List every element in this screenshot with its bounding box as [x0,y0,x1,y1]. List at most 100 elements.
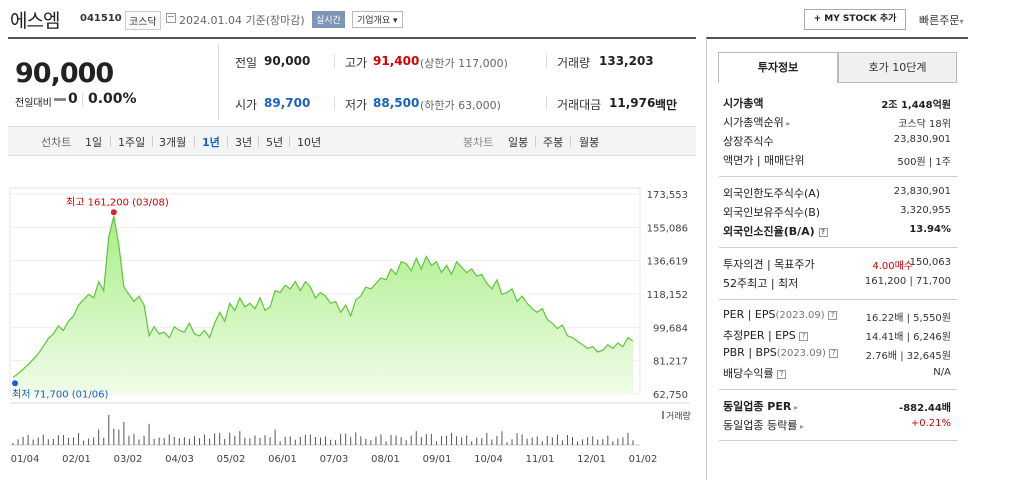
volume-bar [279,441,281,445]
period-5y[interactable]: 5년 [266,136,284,149]
volume-bar [289,436,291,445]
volume-bar [551,437,553,445]
x-tick-label: 01/04 [11,454,40,465]
volume-bar [536,436,538,445]
low-value: 88,500 [373,96,420,110]
investment-info-panel [706,37,968,480]
high-label: 고가 [345,56,368,70]
high-marker [110,209,117,216]
volume-bar [219,433,221,445]
period-1y[interactable]: 1년 [202,136,220,149]
volume-bar [178,438,180,445]
divider [82,93,83,107]
volume-bar [541,441,543,445]
y-tick-label: 118,152 [647,290,688,301]
volume-bar [561,440,563,445]
volume-bar [183,437,185,445]
volume-bar [108,415,110,445]
period-1w[interactable]: 1주일 [118,136,146,149]
volume-bar [531,437,533,445]
volume-bar [632,440,634,445]
pbr-value: 2.76배 | 32,645원 [865,351,951,362]
period-3m[interactable]: 3개월 [159,136,187,149]
volume-bar [143,435,145,445]
x-tick-label: 06/01 [268,454,297,465]
help-icon[interactable]: ? [777,369,787,379]
volume-bar [224,438,226,445]
y-tick-label: 155,086 [647,223,688,234]
period-3y[interactable]: 3년 [235,136,253,149]
help-icon[interactable]: ? [799,331,809,341]
volume-bar [209,438,211,445]
help-icon[interactable]: ? [829,348,839,358]
volume-bar [556,434,558,445]
volume-bar [350,437,352,445]
add-mystock-button[interactable]: + MY STOCK 추가 [804,9,906,30]
candle-monthly[interactable]: 월봉 [579,136,600,149]
period-10y[interactable]: 10년 [297,136,322,149]
corp-info-dropdown[interactable]: 기업개요 ▾ [352,11,403,28]
volume-bar [57,435,59,445]
candle-daily[interactable]: 일봉 [508,136,529,149]
x-tick-label: 07/03 [320,454,349,465]
volume-bar [204,434,206,445]
volume-bar [355,432,357,445]
low-label: 최저 71,700 (01/06) [12,388,108,400]
volume-bar [214,433,216,445]
industry-per-link[interactable]: 동일업종 PER ▸ [723,398,798,414]
volume-bar [511,439,513,445]
tab-investment-info[interactable]: 투자정보 [718,52,838,83]
divider [546,54,547,68]
volume-bar [501,431,503,445]
volume-bar [597,439,599,445]
help-icon[interactable]: ? [828,310,838,320]
opinion-value: 4.00매수 [872,261,913,272]
volume-bar [612,441,614,445]
opinion-label: 투자의견 | 목표주가 [723,258,815,271]
shares-value: 23,830,901 [893,134,951,145]
volume-bar [269,437,271,445]
par-label: 액면가 | 매매단위 [723,154,805,167]
realtime-badge[interactable]: 실시간 [312,11,345,28]
period-1d[interactable]: 1일 [85,136,103,149]
volume-bar [103,437,105,445]
div-label: 배당수익률 [723,367,774,380]
candle-weekly[interactable]: 주봉 [543,136,564,149]
industry-change-link[interactable]: 동일업종 등락률 ▸ [723,417,804,433]
divider [152,136,153,147]
volume-bar [526,438,528,445]
volume-value: 133,203 [599,54,654,68]
corp-info-label: 기업개요 [357,16,391,26]
market-cap-label: 시가총액 [723,97,764,110]
cap-rank-link[interactable]: 시가총액순위 ▸ [723,114,790,130]
line-chart-label[interactable]: 선차트 [41,136,72,149]
volume-label: 거래량 [557,56,591,70]
calendar-icon [166,13,176,23]
w52-value: 161,200 | 71,700 [864,276,951,287]
amount-label: 거래대금 [557,98,602,112]
volume-bar [314,437,316,445]
volume-bar [88,438,90,445]
prev-close-label: 전일 [235,56,258,70]
volume-bar [274,429,276,445]
volume-bar [340,434,342,445]
y-tick-label: 99,684 [653,323,688,334]
chevron-right-icon: ▸ [783,119,791,128]
foreign-ratio-value: 13.94% [909,224,951,235]
tab-orderbook[interactable]: 호가 10단계 [838,52,957,83]
price-chart[interactable]: 173,553 155,086 136,619 118,152 99,684 81,217… [0,160,700,480]
target-price: 150,063 [909,257,951,268]
divider [258,136,259,147]
volume-legend: 거래량 [666,410,691,422]
volume-bar [415,431,417,445]
help-icon[interactable]: ? [818,227,828,237]
divider [719,299,957,300]
divider [334,54,335,68]
quick-order-link[interactable]: 빠른주문▾ [919,12,964,28]
volume-bar [602,439,604,445]
volume-bar [37,437,39,445]
lower-limit: (하한가 63,000) [420,99,501,112]
divider [546,96,547,110]
volume-bar [627,432,629,445]
volume-bar [72,437,74,445]
